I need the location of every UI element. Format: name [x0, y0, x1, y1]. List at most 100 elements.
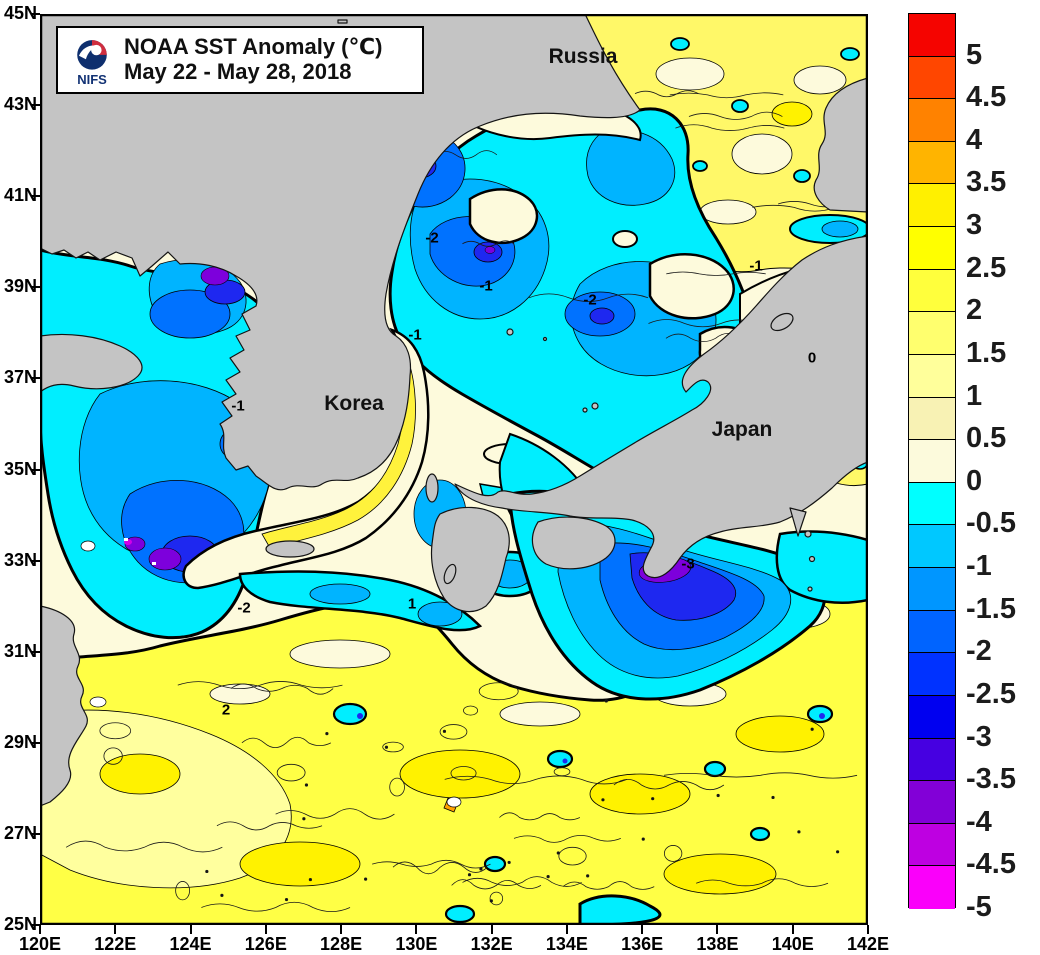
lat-tick-mark: [31, 195, 40, 198]
lon-tick-mark: [641, 925, 644, 934]
colorbar-cell: [909, 824, 955, 866]
nifs-logo: NIFS: [68, 34, 116, 87]
contour-value-label: -2: [425, 229, 439, 247]
land-mainland-asia: [40, 14, 641, 491]
lat-tick-label: 33N: [3, 549, 37, 570]
contour-value-label: -2: [583, 291, 597, 309]
lat-tick-mark: [31, 468, 40, 471]
colorbar-tick-label: 3.5: [966, 166, 1007, 199]
land-honshu: [454, 235, 868, 579]
lat-tick-label: 37N: [3, 367, 37, 388]
lat-tick-label: 27N: [3, 822, 37, 843]
colorbar-tick-label: 2.5: [966, 251, 1007, 284]
colorbar: [908, 13, 956, 909]
lat-tick-mark: [31, 741, 40, 744]
colorbar-cell: [909, 270, 955, 312]
contour-value-label: -1: [479, 277, 493, 295]
korea-government-taegeuk-icon: [77, 39, 107, 70]
lat-tick-label: 25N: [3, 914, 37, 934]
region-label-japan: Japan: [711, 418, 773, 441]
colorbar-tick-label: -2: [966, 635, 992, 668]
lat-tick-mark: [31, 286, 40, 289]
colorbar-tick-label: 2: [966, 294, 983, 327]
colorbar-tick-label: -0.5: [966, 507, 1016, 540]
colorbar-tick-label: 1.5: [966, 336, 1007, 369]
colorbar-cell: [909, 355, 955, 398]
lon-tick-label: 124E: [169, 934, 212, 954]
colorbar-tick-label: 1: [966, 379, 983, 412]
lat-tick-label: 35N: [3, 458, 37, 479]
lon-tick-mark: [867, 925, 869, 934]
colorbar-cell: [909, 99, 955, 142]
colorbar-tick-label: -2.5: [966, 677, 1016, 710]
land-masses: [40, 14, 868, 807]
colorbar-cell: [909, 739, 955, 781]
colorbar-tick-label: -1.5: [966, 592, 1016, 625]
contour-value-label: -3: [681, 555, 695, 573]
colorbar-cell: [909, 142, 955, 184]
land-china-southeast: [40, 605, 88, 807]
lon-tick-mark: [791, 925, 794, 934]
land-tsushima: [425, 473, 439, 503]
lon-tick-label: 138E: [696, 934, 739, 954]
colorbar-labels: 5 4.5 4 3.5 3 2.5 2 1.5 1 0.5 0 -0.5 -1 -1.5 -2 -2.5 -3 -…: [966, 13, 1036, 922]
lon-tick-label: 130E: [395, 934, 438, 954]
lon-tick-mark: [264, 925, 267, 934]
colorbar-tick-label: 0: [966, 464, 983, 497]
lat-tick-mark: [31, 104, 40, 107]
land-shandong: [40, 333, 143, 393]
lat-tick-label: 31N: [3, 640, 37, 661]
lon-tick-mark: [340, 925, 343, 934]
colorbar-cell: [909, 227, 955, 270]
lat-tick-mark: [31, 13, 40, 15]
contour-value-label: 1: [407, 595, 417, 613]
colorbar-tick-label: -3: [966, 720, 992, 753]
colorbar-tick-label: 0.5: [966, 422, 1007, 455]
contour-value-label: -2: [237, 599, 251, 617]
contour-value-label: 0: [807, 349, 817, 367]
contour-value-label: 2: [221, 701, 231, 719]
colorbar-tick-label: -3.5: [966, 762, 1016, 795]
colorbar-cell: [909, 568, 955, 611]
colorbar-cell: [909, 398, 955, 440]
colorbar-cell: [909, 611, 955, 653]
lon-tick-label: 122E: [94, 934, 137, 954]
colorbar-cell: [909, 525, 955, 568]
map-date-range: May 22 - May 28, 2018: [124, 59, 352, 84]
contour-texture: [65, 90, 868, 913]
colorbar-tick-label: 4: [966, 123, 983, 156]
land-izu-peninsula: [789, 507, 807, 537]
colorbar-cell: [909, 57, 955, 99]
colorbar-cell: [909, 483, 955, 525]
lon-tick-mark: [415, 925, 418, 934]
sea-zone-pacific: [40, 550, 868, 925]
land-kyushu: [430, 506, 510, 613]
lon-tick-mark: [114, 925, 117, 934]
lon-tick-label: 142E: [846, 934, 890, 954]
contour-value-label: -1: [749, 257, 763, 275]
contour-value-label: -1: [408, 326, 422, 344]
lat-tick-mark: [31, 559, 40, 562]
lat-tick-label: 43N: [3, 94, 37, 115]
colorbar-cell: [909, 696, 955, 739]
sst-contour-map: [40, 14, 868, 925]
lon-tick-label: 132E: [470, 934, 513, 954]
lon-tick-label: 140E: [771, 934, 814, 954]
colorbar-cell: [909, 653, 955, 696]
colorbar-tick-label: 4.5: [966, 81, 1007, 114]
contour-value-label: -1: [231, 397, 245, 415]
colorbar-tick-label: -4: [966, 805, 992, 838]
region-label-russia: Russia: [548, 45, 618, 68]
colorbar-cell: [909, 866, 955, 909]
map-border: [40, 14, 868, 925]
lat-tick-mark: [31, 650, 40, 653]
lon-tick-label: 126E: [244, 934, 287, 954]
map-title: NOAA SST Anomaly (℃): [124, 34, 383, 60]
title-box: NIFS NOAA SST Anomaly (℃) May 22 - May 2…: [56, 26, 424, 94]
colorbar-tick-label: 5: [966, 38, 983, 71]
lon-tick-mark: [490, 925, 493, 934]
colorbar-tick-label: -4.5: [966, 848, 1016, 881]
colorbar-cell: [909, 184, 955, 227]
colorbar-cell: [909, 312, 955, 355]
